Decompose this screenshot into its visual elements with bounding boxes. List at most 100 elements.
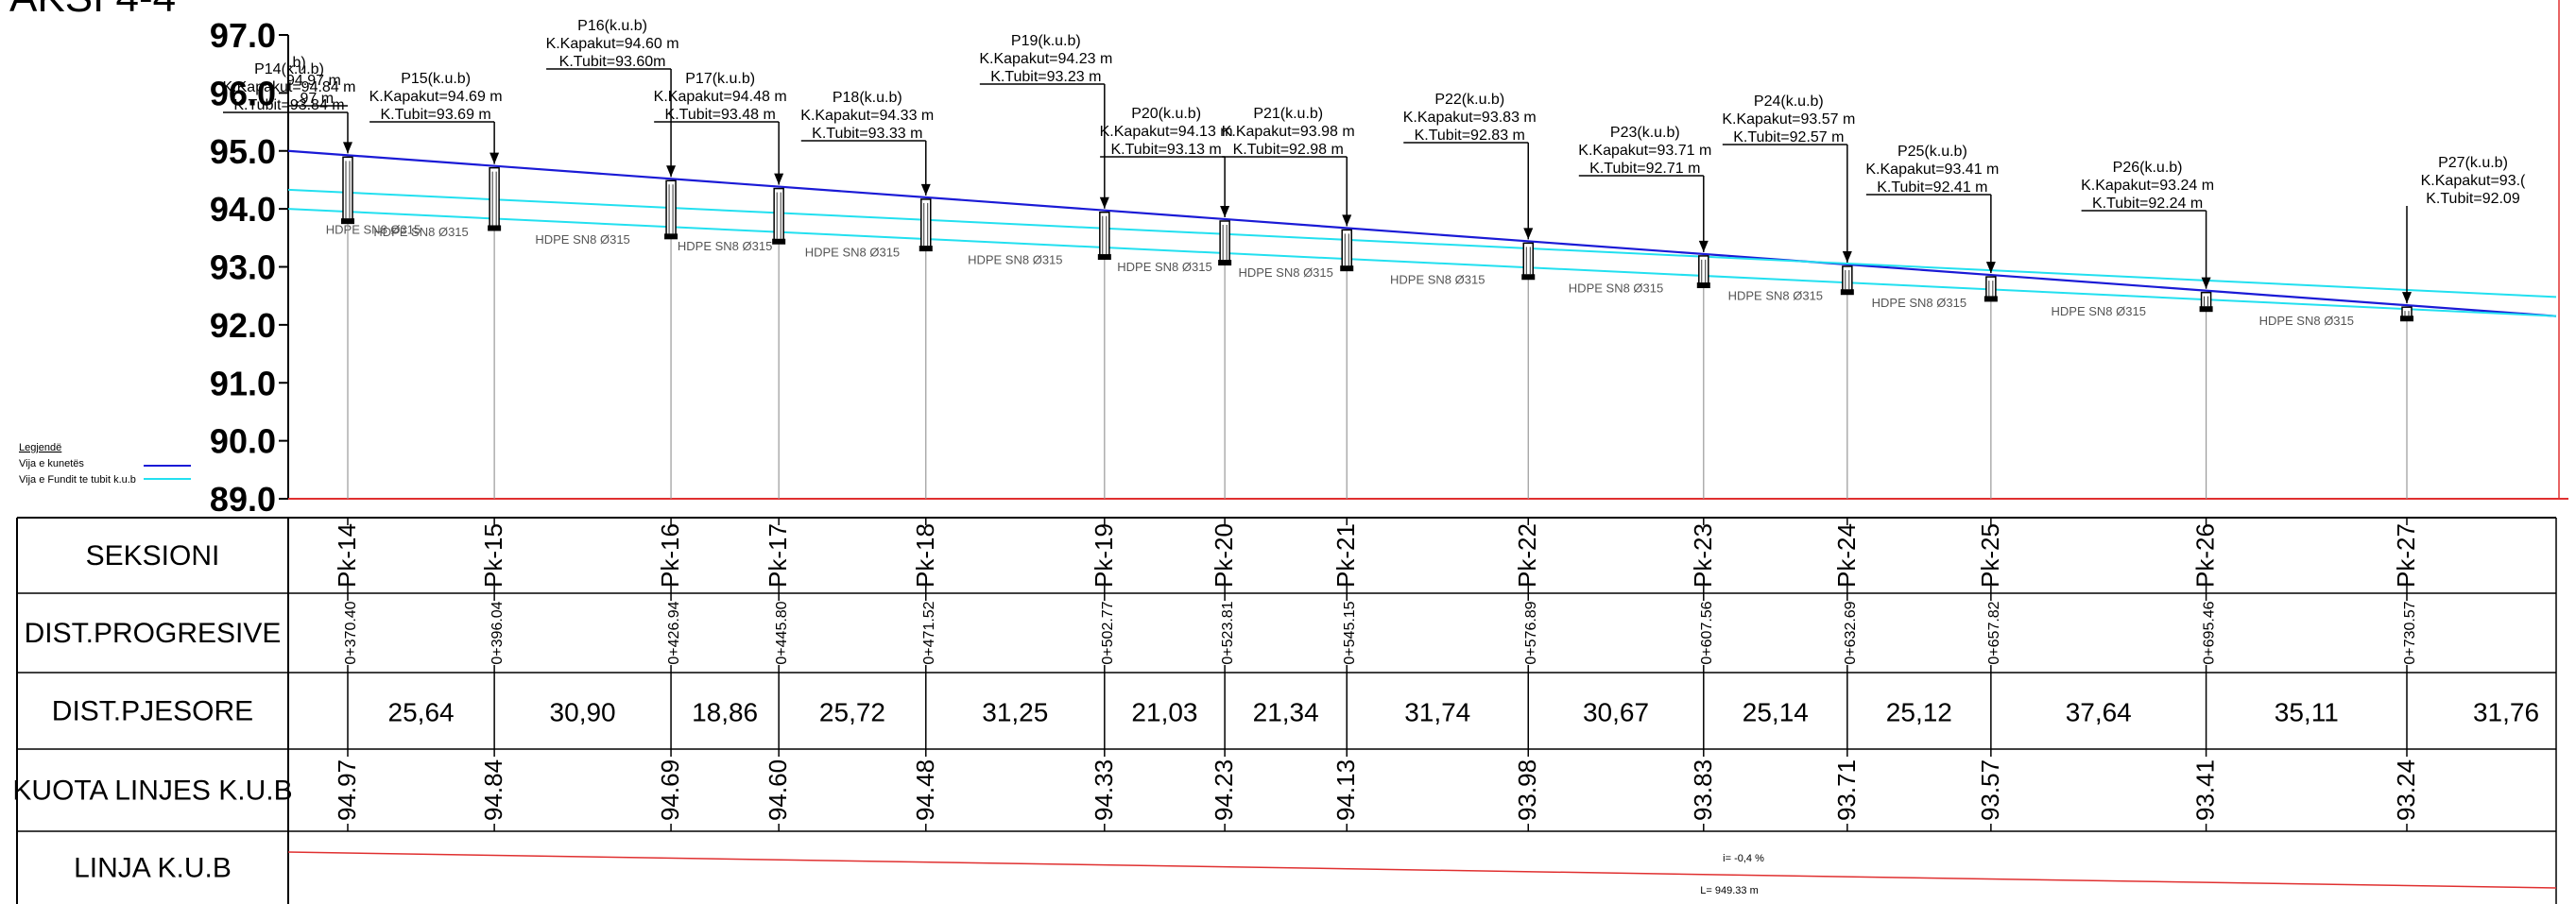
y-tick-label: 89.0 — [210, 480, 276, 519]
pipe-segment-label: HDPE SN8 Ø315 — [535, 232, 629, 247]
manhole-shaft — [1842, 265, 1853, 294]
legend-heading: Legjendë — [19, 442, 61, 453]
well-tubit: K.Tubit=92.57 m — [1733, 129, 1844, 145]
section-kuota-label: 94.13 — [1331, 759, 1360, 821]
drawing-title: AKSI 4-4 — [9, 0, 176, 21]
pjesore-value: 31,25 — [982, 698, 1048, 727]
section-progressive-label: 0+523.81 — [1220, 601, 1236, 664]
section-pk-label: Pk-22 — [1513, 523, 1541, 588]
well-tubit: K.Tubit=93.23 m — [990, 69, 1101, 85]
manhole-base — [2400, 316, 2413, 322]
pipe-segment-label: HDPE SN8 Ø315 — [1728, 289, 1823, 303]
partial-well-name: .b) — [288, 55, 306, 71]
well-kapakut: K.Kapakut=94.84 m — [223, 79, 356, 95]
well-tubit: K.Tubit=92.71 m — [1589, 161, 1700, 177]
section-pk-label: Pk-16 — [656, 523, 684, 588]
well-kapakut: K.Kapakut=93.( — [2421, 173, 2526, 189]
manhole-base — [1984, 296, 1998, 302]
well-kapakut: K.Kapakut=94.13 m — [1100, 124, 1233, 140]
well-label-19: P19(k.u.b) K.Kapakut=94.23 m K.Tubit=93.23… — [979, 33, 1112, 209]
section-progressive-label: 0+657.82 — [1986, 601, 2002, 664]
pipe-invert-line — [287, 208, 2557, 317]
well-label-24: P24(k.u.b)K.Kapakut=93.57 mK.Tubit=92.57… — [1722, 94, 1855, 263]
well-tubit: K.Tubit=93.33 m — [812, 126, 922, 142]
section-progressive-label: 0+502.77 — [1100, 601, 1116, 664]
manhole-shaft — [489, 166, 500, 230]
well-arrow — [1842, 250, 1852, 263]
pipe-segment-label: HDPE SN8 Ø315 — [1390, 273, 1485, 287]
pjesore-value: 30,90 — [550, 698, 616, 727]
section-kuota-label: 93.41 — [2191, 759, 2220, 821]
section-progressive-label: 0+396.04 — [489, 601, 506, 664]
length-label: L= 949.33 m — [1700, 885, 1758, 896]
section-kuota-label: 94.48 — [911, 759, 939, 821]
well-tubit: K.Tubit=92.09 — [2426, 191, 2520, 207]
manhole-shaft — [1522, 242, 1534, 280]
well-name: P17(k.u.b) — [685, 71, 755, 87]
y-tick-label: 93.0 — [210, 248, 276, 287]
section-pk-label: Pk-27 — [2392, 523, 2420, 588]
section-kuota-label: 93.71 — [1832, 759, 1861, 821]
y-tick-label: 92.0 — [210, 306, 276, 345]
well-tubit: K.Tubit=93.13 m — [1110, 142, 1221, 158]
well-label-20: P20(k.u.b) K.Kapakut=94.13 m K.Tubit=93.13… — [1100, 106, 1233, 217]
section-progressive-label: 0+607.56 — [1699, 601, 1715, 664]
manhole-shaft — [342, 156, 353, 223]
y-tick-label: 94.0 — [210, 190, 276, 229]
pjesore-value: 25,12 — [1886, 698, 1952, 727]
kub-slope-line — [287, 851, 2557, 889]
section-pk-label: Pk-17 — [764, 523, 792, 588]
well-name: P20(k.u.b) — [1131, 106, 1201, 122]
pjesore-value: 21,03 — [1131, 698, 1197, 727]
pjesore-value: 25,64 — [388, 698, 455, 727]
section-progressive-label: 0+545.15 — [1342, 601, 1358, 664]
well-tubit: K.Tubit=93.60m — [559, 54, 666, 70]
well-kapakut: K.Kapakut=93.57 m — [1722, 111, 1855, 128]
well-kapakut: K.Kapakut=94.48 m — [654, 89, 787, 105]
table-group: SEKSIONI DIST.PROGRESIVE DIST.PJESORE KUOTA… — [12, 517, 2557, 904]
pipe-segment-label: HDPE SN8 Ø315 — [373, 225, 468, 239]
row-header: DIST.PJESORE — [52, 696, 253, 727]
well-kapakut: K.Kapakut=93.98 m — [1222, 124, 1355, 140]
manhole-base — [2199, 306, 2213, 313]
well-name: P24(k.u.b) — [1754, 94, 1824, 110]
manhole-shaft — [773, 187, 784, 244]
pipe-segment-label: HDPE SN8 Ø315 — [1569, 281, 1663, 296]
pipe-segment-label: HDPE SN8 Ø315 — [968, 253, 1062, 267]
manhole-base — [1521, 274, 1536, 281]
section-pk-label: Pk-15 — [479, 523, 507, 588]
well-name: P18(k.u.b) — [833, 90, 902, 106]
manhole-shaft — [665, 179, 677, 239]
legend: Legjendë Vija e kunetës Vija e Fundit te… — [19, 442, 191, 486]
well-label-15: P15(k.u.b) K.Kapakut=94.69 m K.Tubit=93.69… — [369, 71, 503, 164]
manhole-shaft — [920, 198, 932, 250]
well-label-26: P26(k.u.b) K.Kapakut=93.24 m K.Tubit=92.24… — [2081, 160, 2214, 289]
row-header: KUOTA LINJES K.U.B — [12, 776, 292, 807]
manhole-base — [488, 225, 502, 231]
section-kuota-label: 94.33 — [1090, 759, 1118, 821]
well-tubit: K.Tubit=93.48 m — [665, 107, 776, 123]
pipe-segment-label: HDPE SN8 Ø315 — [2259, 314, 2354, 328]
pipe-segment-label: HDPE SN8 Ø315 — [678, 239, 772, 253]
row-header: LINJA K.U.B — [74, 853, 232, 884]
well-kapakut: K.Kapakut=94.60 m — [546, 36, 679, 52]
legend-label-kuneta: Vija e kunetës — [19, 458, 84, 469]
well-kapakut: K.Kapakut=93.83 m — [1403, 110, 1537, 126]
well-name: P22(k.u.b) — [1434, 92, 1504, 108]
pipe-segment-label: HDPE SN8 Ø315 — [1117, 260, 1211, 274]
well-kapakut: K.Kapakut=93.24 m — [2081, 178, 2214, 194]
well-arrow — [343, 142, 352, 154]
well-arrow — [1342, 214, 1352, 227]
partial-well-kapakut: 94.97 m — [286, 73, 341, 89]
well-kapakut: K.Kapakut=93.41 m — [1865, 162, 1999, 178]
slope-label: i= -0,4 % — [1723, 853, 1764, 864]
well-tubit: K.Tubit=92.24 m — [2092, 196, 2203, 212]
section-progressive-label: 0+445.80 — [774, 601, 790, 664]
section-progressive-label: 0+370.40 — [343, 601, 359, 664]
section-kuota-label: 94.23 — [1210, 759, 1238, 821]
well-arrow — [1523, 228, 1534, 240]
section-pk-label: Pk-18 — [911, 523, 939, 588]
terrain-line — [287, 149, 2557, 317]
y-tick-label: 90.0 — [210, 422, 276, 461]
